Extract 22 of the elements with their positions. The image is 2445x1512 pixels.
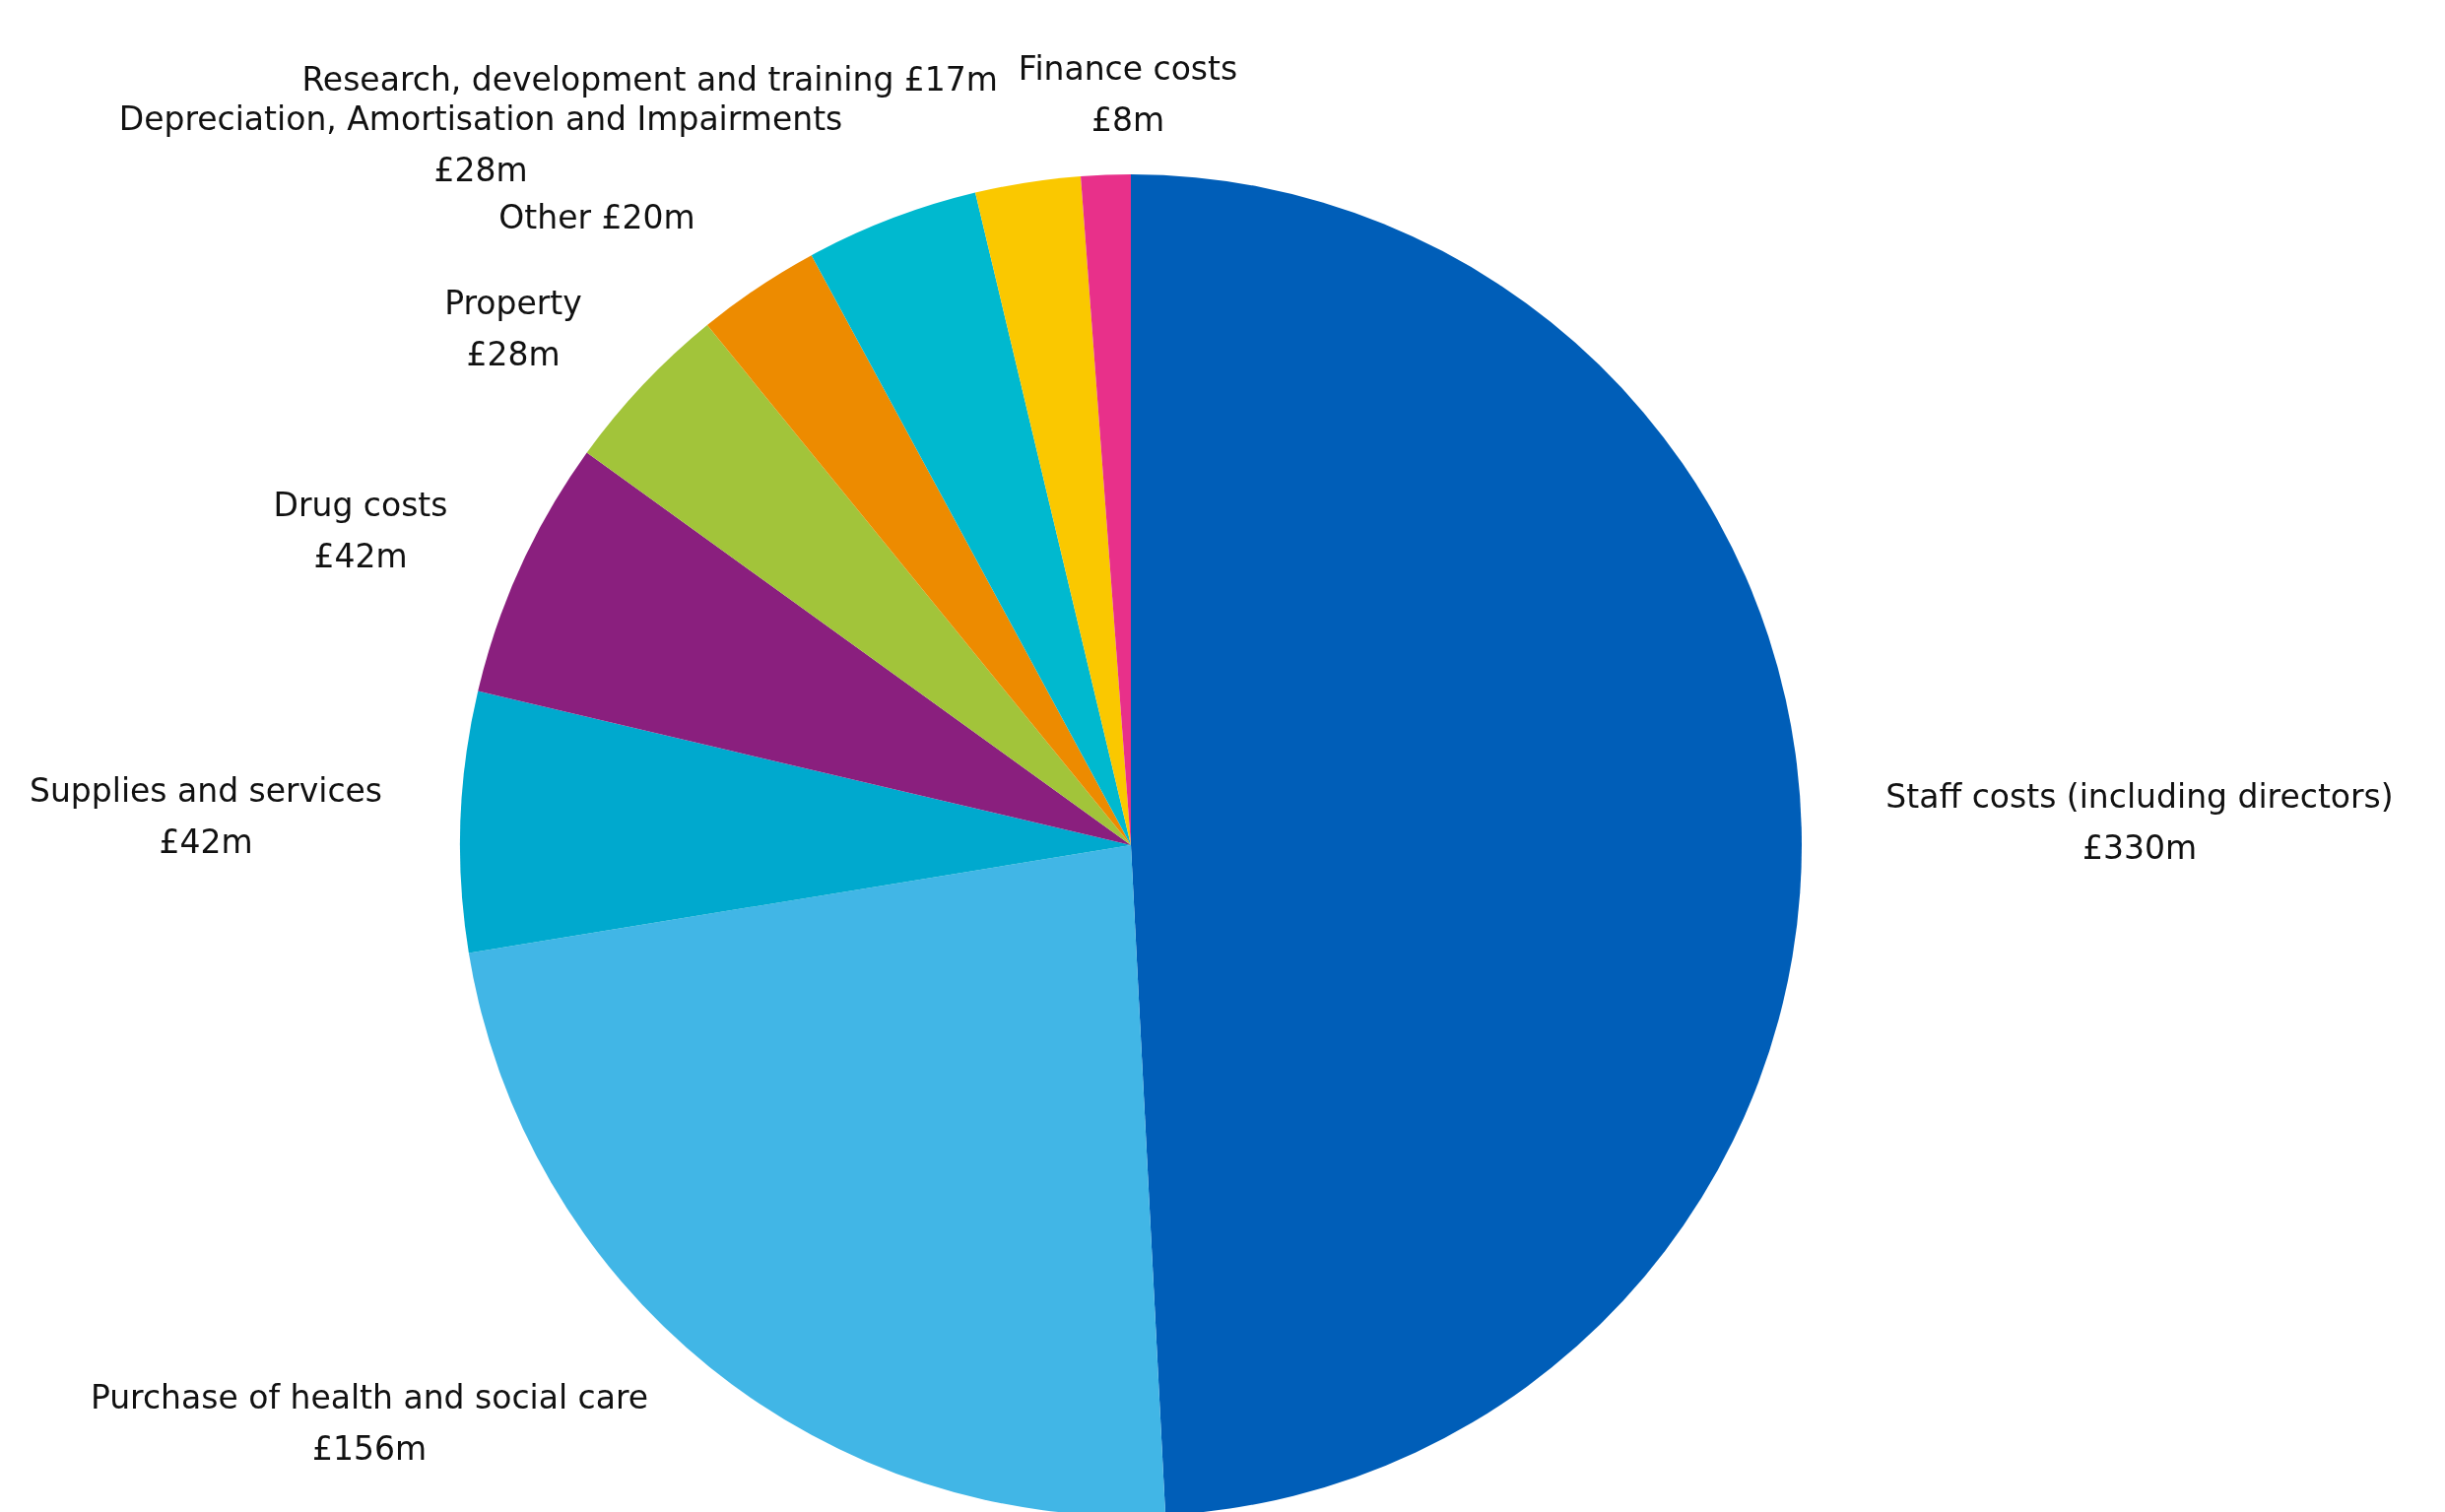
data-label: £42m [159,822,253,861]
slice-label: Research, development and training £17m [301,60,998,99]
data-label: £28m [466,335,561,373]
slice-label: Drug costs [273,486,448,524]
pie-slice [706,255,1131,845]
pie-slice [478,452,1131,845]
pie-slice [460,690,1131,953]
slice-label: Other £20m [498,198,695,236]
data-label: £330m [2082,828,2198,867]
pie-slice [975,175,1131,845]
slice-label: Purchase of health and social care [90,1378,649,1416]
slice-label: Staff costs (including directors) [1885,777,2394,816]
pie-slice [586,325,1131,845]
pie-slice [811,192,1131,845]
slice-label: Depreciation, Amortisation and Impairments [118,99,843,138]
slice-label: Supplies and services [29,771,383,810]
data-label: £156m [311,1429,428,1468]
data-label: £8m [1090,100,1165,139]
data-label: £42m [313,537,408,575]
data-label: £28m [433,151,528,189]
slice-label: Finance costs [1018,49,1238,88]
slice-label: Property [444,284,582,322]
